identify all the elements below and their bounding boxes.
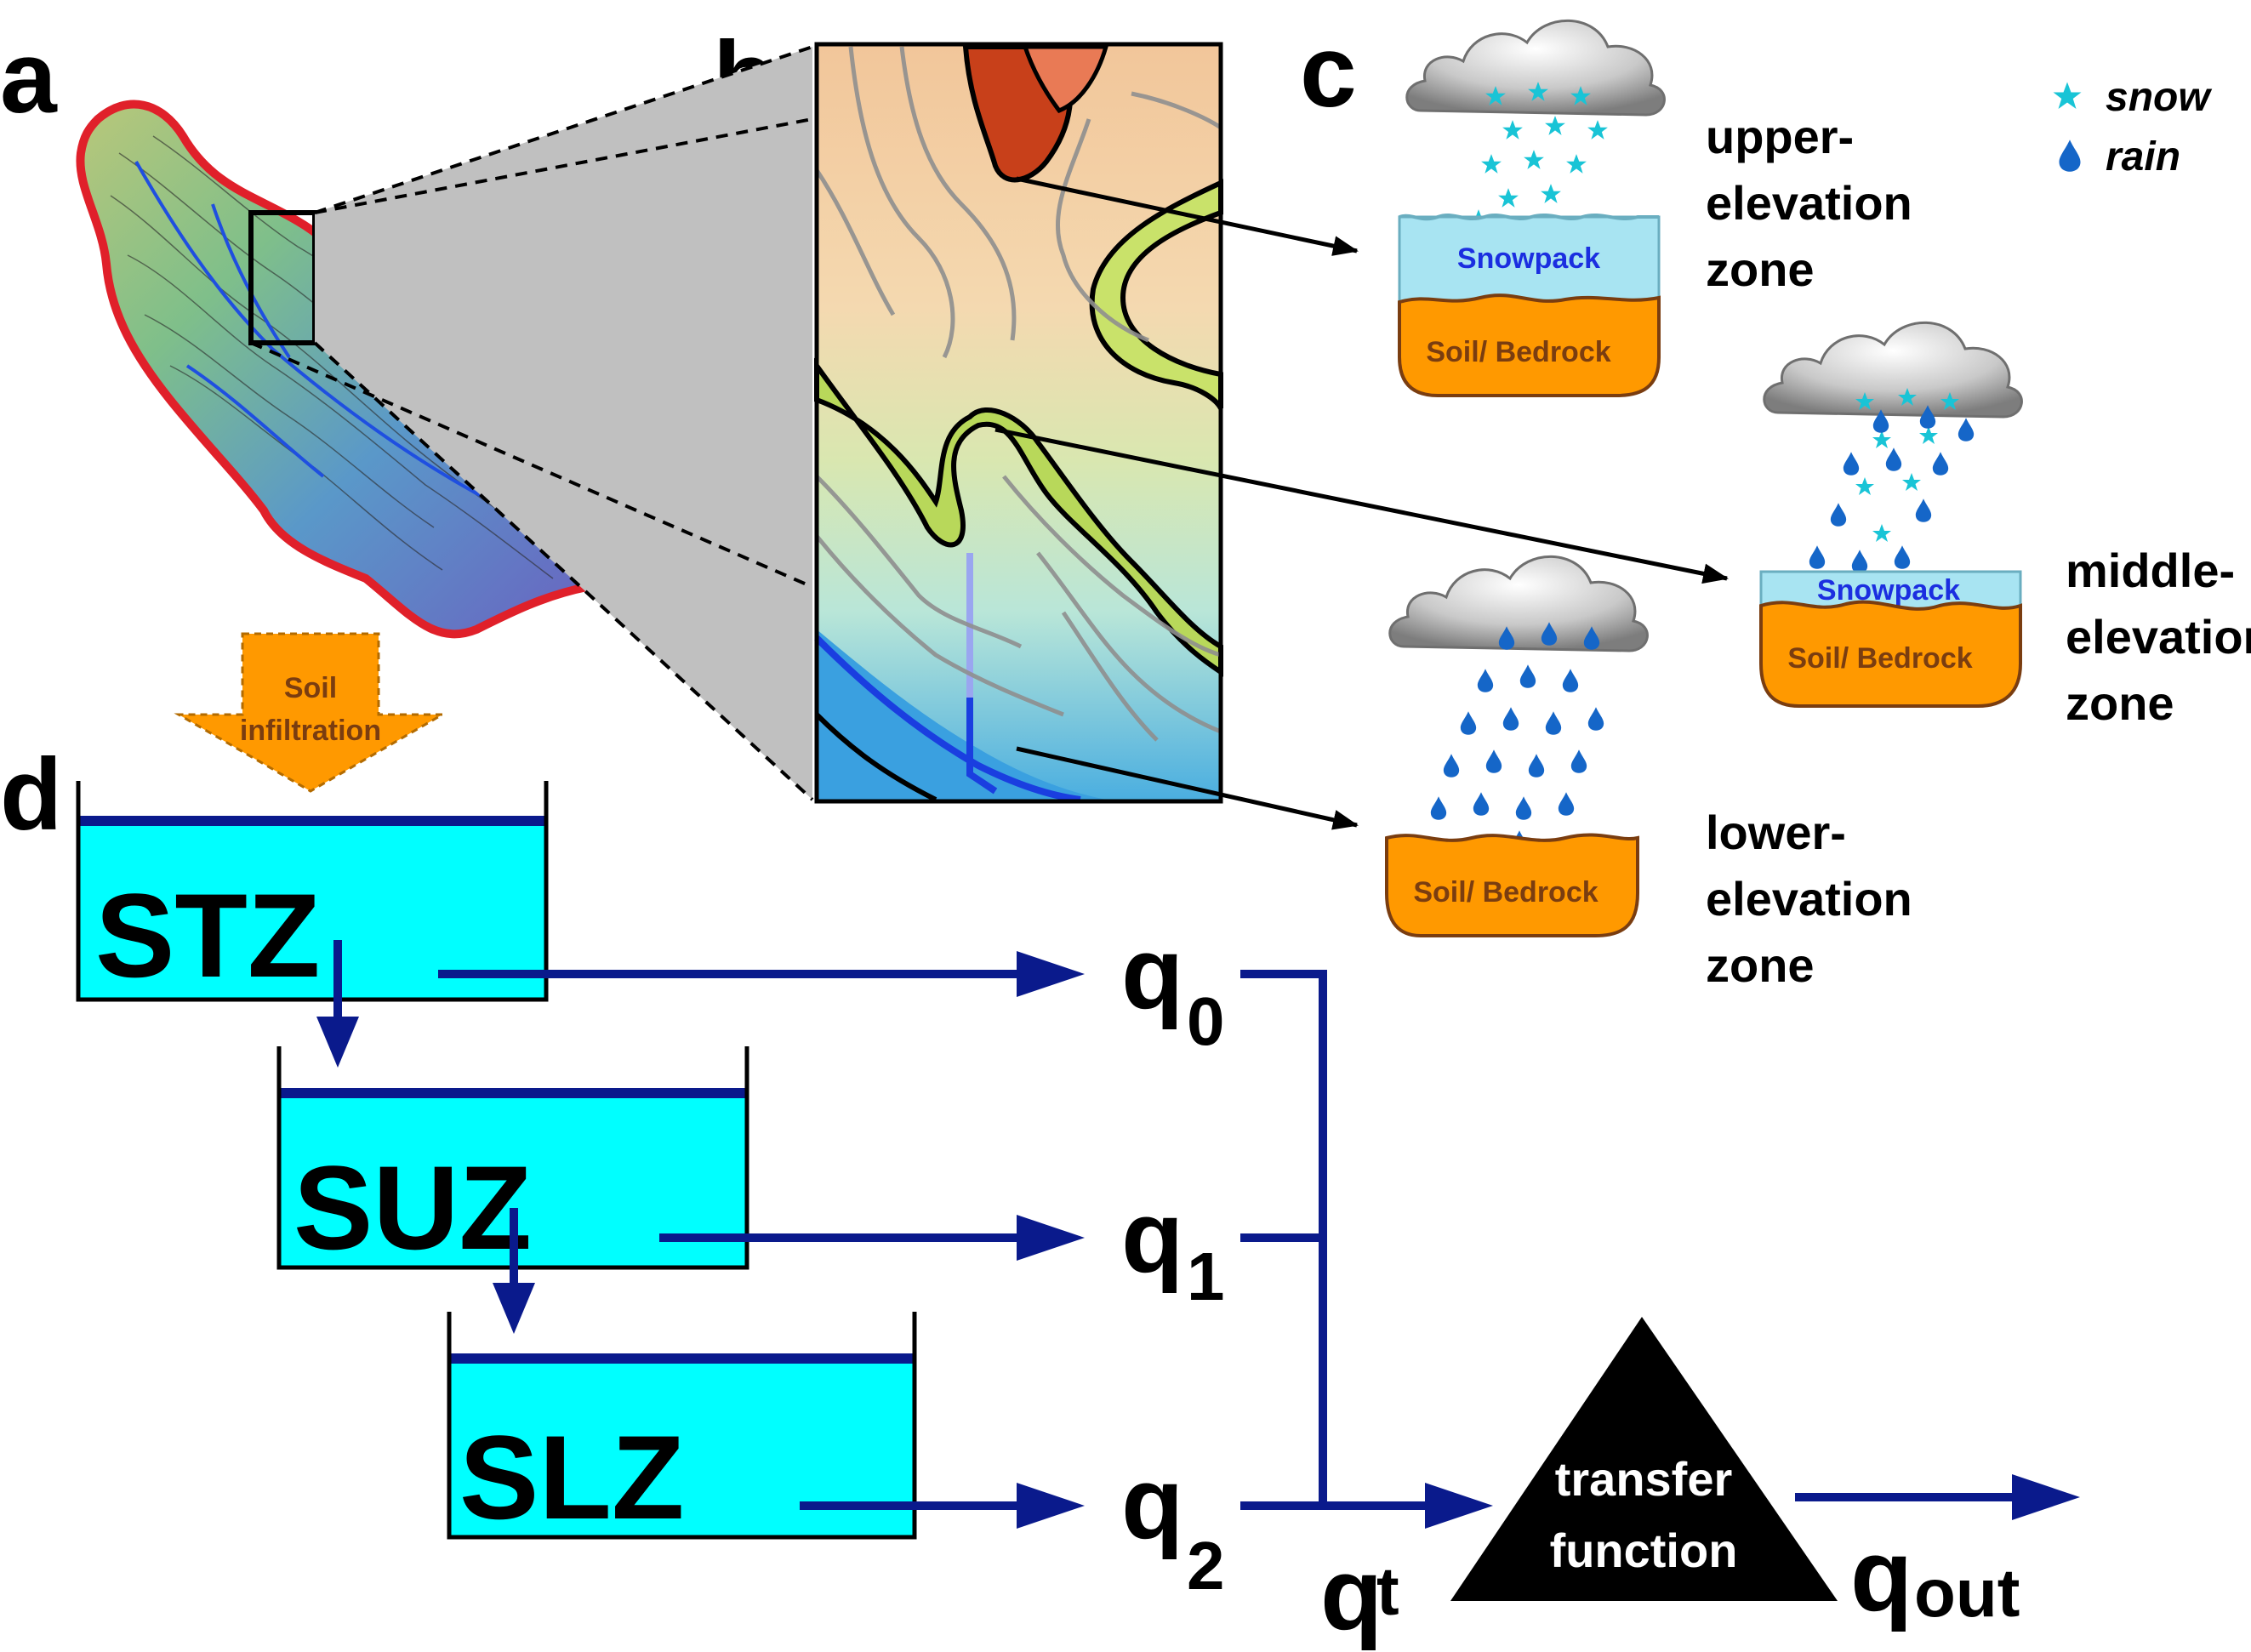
svg-text:q: q (1850, 1518, 1912, 1632)
svg-text:transfer: transfer (1555, 1452, 1733, 1506)
suz-label: SUZ (293, 1141, 532, 1274)
svg-text:elevation: elevation (1706, 176, 1912, 230)
svg-text:Soil: Soil (284, 672, 337, 704)
svg-text:elevation: elevation (2066, 610, 2251, 664)
svg-text:zone: zone (1706, 938, 1815, 992)
svg-text:middle-: middle- (2066, 544, 2235, 597)
svg-text:infiltration: infiltration (240, 715, 381, 747)
q1-label: q 1 (1121, 1180, 1225, 1314)
upper-zone-label: upper- elevation zone (1706, 110, 1912, 296)
stz-tank: STZ (76, 781, 549, 1002)
transfer-function-triangle: transfer function (1450, 1317, 1838, 1601)
svg-text:q: q (1121, 916, 1183, 1030)
legend-snow-label: snow (2106, 75, 2212, 120)
soil-infiltration-arrow: Soil infiltration (174, 632, 447, 793)
middle-snowpack-label: Snowpack (1817, 574, 1960, 607)
q2-label: q 2 (1121, 1446, 1225, 1604)
lower-soil-label: Soil/ Bedrock (1413, 876, 1598, 909)
upper-snowpack-label: Snowpack (1457, 242, 1600, 275)
panel-letter-d: d (0, 738, 62, 852)
upper-soil-label: Soil/ Bedrock (1426, 336, 1610, 368)
qout-label: q out (1850, 1518, 2020, 1632)
panel-letter-c: c (1300, 14, 1357, 128)
zoom-connectors (250, 45, 814, 801)
svg-text:upper-: upper- (1706, 110, 1854, 163)
svg-text:zone: zone (2066, 676, 2174, 730)
lower-zone-label: lower- elevation zone (1706, 806, 1912, 992)
stz-label: STZ (95, 869, 320, 1002)
snowflake-icon (2053, 82, 2082, 109)
legend-rain-label: rain (2106, 134, 2180, 179)
svg-text:1: 1 (1187, 1239, 1225, 1314)
upper-zone-bucket: Snowpack Soil/ Bedrock (1398, 19, 1666, 397)
svg-text:q: q (1121, 1180, 1183, 1294)
svg-text:elevation: elevation (1706, 872, 1912, 926)
svg-text:function: function (1550, 1524, 1738, 1577)
svg-text:q: q (1121, 1446, 1183, 1560)
q0-label: q 0 (1121, 916, 1225, 1059)
panel-letter-a: a (0, 20, 58, 134)
flow-arrows (333, 940, 2037, 1510)
svg-text:lower-: lower- (1706, 806, 1846, 859)
svg-text:out: out (1914, 1555, 2020, 1631)
middle-zone-bucket: Snowpack Soil/ Bedrock (1759, 321, 2023, 708)
zoomed-elevation-map (814, 42, 1223, 804)
slz-label: SLZ (459, 1410, 684, 1544)
qt-label: q t (1320, 1537, 1399, 1651)
middle-zone-label: middle- elevation zone (2066, 544, 2251, 730)
raindrop-icon (2059, 140, 2081, 172)
lower-zone-bucket: Soil/ Bedrock (1385, 555, 1649, 937)
arrow-heads (316, 951, 2080, 1529)
svg-text:0: 0 (1187, 983, 1225, 1059)
svg-text:zone: zone (1706, 242, 1815, 296)
middle-soil-label: Soil/ Bedrock (1787, 642, 1972, 675)
precipitation-legend: snow rain (2053, 75, 2212, 179)
svg-text:t: t (1376, 1553, 1399, 1629)
svg-text:2: 2 (1187, 1528, 1225, 1604)
zone-pointer-arrows (994, 176, 1729, 830)
svg-text:q: q (1320, 1537, 1382, 1651)
